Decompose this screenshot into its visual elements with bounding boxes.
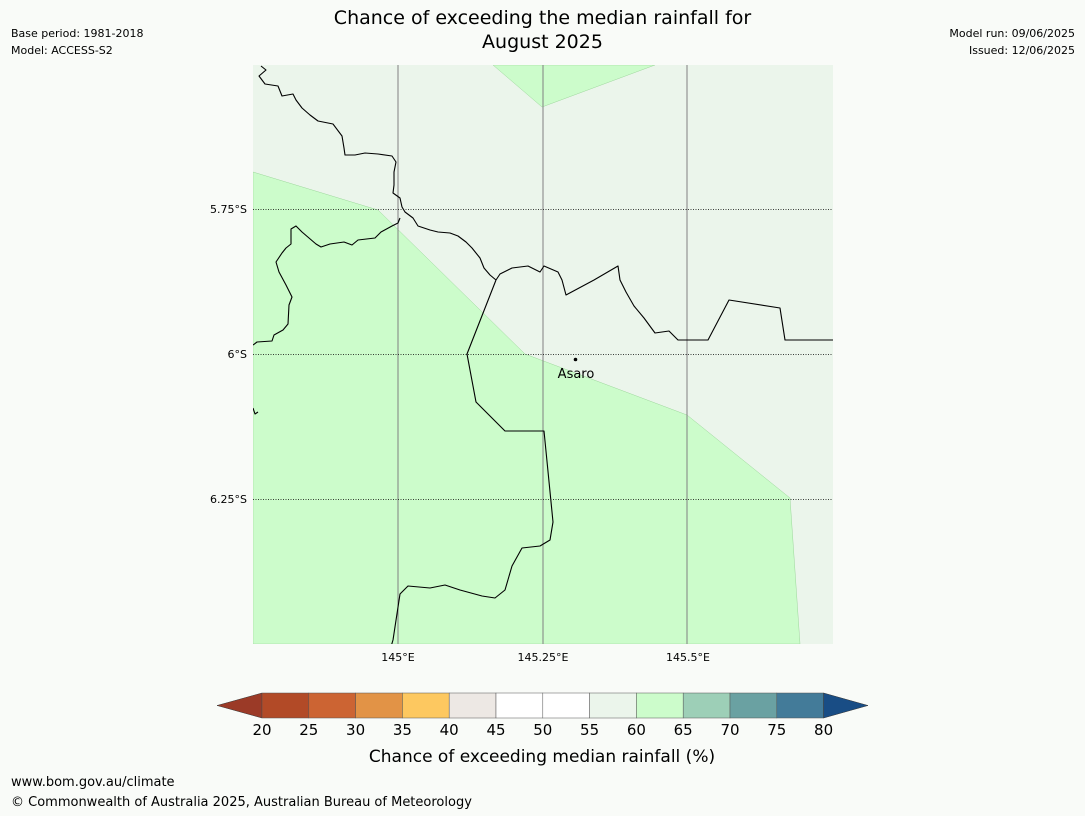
probability-region-60-65-south	[253, 171, 801, 644]
border-west-enclosure	[253, 217, 401, 346]
place-marker	[573, 357, 578, 362]
colorbar-tick-label: 55	[580, 721, 599, 739]
metadata-right: Model run: 09/06/2025 Issued: 12/06/2025	[949, 25, 1075, 59]
colorbar-swatch	[495, 692, 544, 719]
border-west-fragment	[253, 407, 259, 415]
colorbar-swatch	[636, 692, 684, 719]
colorbar-tick-label: 65	[674, 721, 693, 739]
issued-text: Issued: 12/06/2025	[968, 44, 1075, 57]
colorbar-swatch	[682, 692, 731, 719]
colorbar-swatch	[542, 692, 590, 719]
map-area	[253, 65, 833, 644]
colorbar-tick-label: 25	[299, 721, 318, 739]
colorbar-swatch	[261, 692, 310, 719]
model-run-text: Model run: 09/06/2025	[949, 27, 1075, 40]
colorbar-swatch	[448, 692, 497, 719]
lat-label-6s: 6°S	[228, 348, 247, 361]
footer-url: www.bom.gov.au/climate	[11, 775, 175, 790]
colorbar-swatch	[776, 692, 824, 719]
colorbar-extend-low	[216, 692, 263, 719]
place-label: Asaro	[558, 367, 595, 382]
lon-label-145e: 145°E	[381, 651, 414, 664]
colorbar-tick-label: 50	[533, 721, 552, 739]
colorbar-swatch	[589, 692, 637, 719]
lon-label-145-25e: 145.25°E	[518, 651, 569, 664]
title-line-1: Chance of exceeding the median rainfall …	[333, 7, 752, 29]
border-central	[391, 279, 554, 644]
footer-copyright: © Commonwealth of Australia 2025, Austra…	[11, 795, 472, 810]
border-east	[495, 265, 833, 341]
colorbar-swatch	[729, 692, 778, 719]
lon-label-145-5e: 145.5°E	[666, 651, 710, 664]
lon-labels: 145°E 145.25°E 145.5°E	[381, 651, 710, 664]
colorbar-tick-label: 70	[720, 721, 739, 739]
colorbar-swatch	[355, 692, 403, 719]
colorbar-swatch	[402, 692, 450, 719]
province-borders	[253, 65, 833, 644]
colorbar-extend-high	[823, 692, 869, 719]
metadata-left: Base period: 1981-2018 Model: ACCESS-S2	[11, 25, 143, 59]
lat-label-6-25s: 6.25°S	[210, 493, 247, 506]
map-title: Chance of exceeding the median rainfall …	[250, 6, 835, 54]
base-period-text: Base period: 1981-2018	[11, 27, 144, 40]
border-north	[258, 65, 497, 281]
colorbar-label: Chance of exceeding median rainfall (%)	[369, 747, 715, 767]
colorbar-tick-label: 30	[346, 721, 365, 739]
colorbar-tick-label: 20	[252, 721, 271, 739]
colorbar-tick-label: 45	[486, 721, 505, 739]
colorbar: 20 25 30 35 40 45 50 55 60 65 70 75 80	[216, 692, 869, 739]
colorbar-tick-label: 60	[627, 721, 646, 739]
colorbar-tick-label: 35	[393, 721, 412, 739]
colorbar-tick-label: 80	[814, 721, 833, 739]
colorbar-swatch	[308, 692, 356, 719]
lat-labels: 5.75°S 6°S 6.25°S	[210, 203, 247, 506]
colorbar-tick-label: 40	[440, 721, 459, 739]
colorbar-tick-label: 75	[767, 721, 786, 739]
probability-region-60-65-north	[492, 65, 656, 108]
title-line-2: August 2025	[482, 31, 603, 53]
model-text: Model: ACCESS-S2	[11, 44, 113, 57]
lat-label-5-75s: 5.75°S	[210, 203, 247, 216]
